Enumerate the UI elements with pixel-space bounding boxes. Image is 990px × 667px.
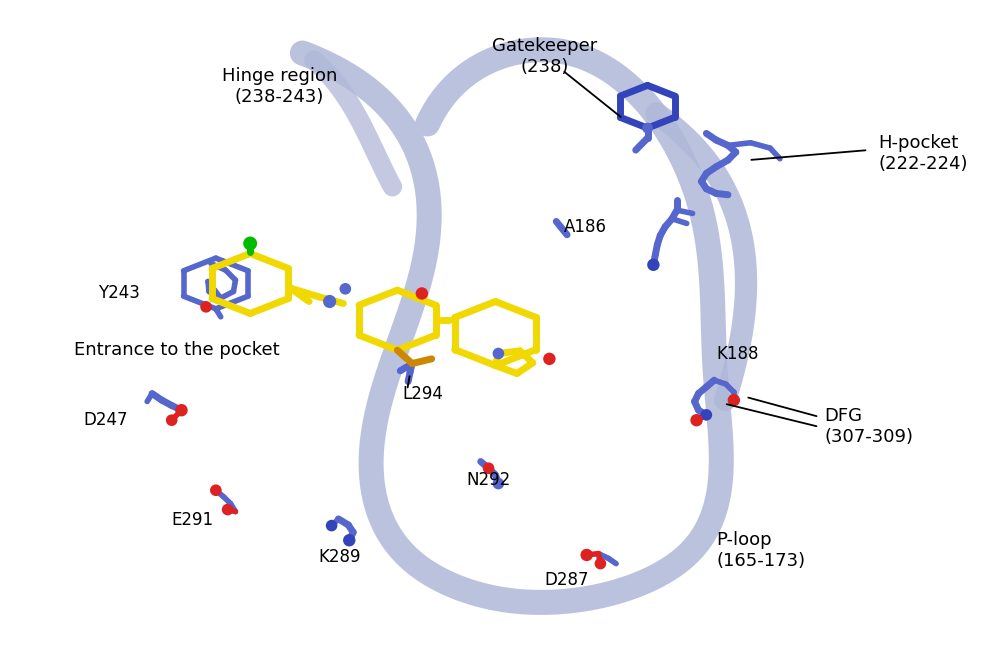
Text: DFG
(307-309): DFG (307-309) (824, 408, 913, 446)
Text: N292: N292 (466, 472, 510, 489)
Text: E291: E291 (171, 512, 214, 529)
Text: A186: A186 (564, 218, 607, 235)
Point (243, 238, 258, 249)
Point (173, 405, 189, 416)
Text: D247: D247 (83, 412, 128, 429)
Point (579, 550, 595, 560)
Text: K188: K188 (716, 345, 758, 362)
Point (338, 283, 353, 294)
Text: H-pocket
(222-224): H-pocket (222-224) (878, 134, 967, 173)
Point (342, 535, 357, 546)
Point (481, 463, 497, 474)
Point (698, 410, 714, 420)
Point (726, 395, 742, 406)
Text: L294: L294 (402, 385, 444, 402)
Point (322, 296, 338, 307)
Text: P-loop
(165-173): P-loop (165-173) (716, 531, 805, 570)
Text: Y243: Y243 (98, 285, 140, 302)
Point (414, 288, 430, 299)
Text: Entrance to the pocket: Entrance to the pocket (73, 342, 279, 359)
Point (490, 478, 506, 489)
Point (542, 354, 557, 364)
Point (490, 348, 506, 359)
Point (220, 504, 236, 515)
Point (645, 259, 661, 270)
Text: Hinge region
(238-243): Hinge region (238-243) (222, 67, 338, 106)
Point (689, 415, 705, 426)
Point (163, 415, 179, 426)
Text: K289: K289 (319, 548, 361, 566)
Point (592, 558, 608, 569)
Text: Gatekeeper
(238): Gatekeeper (238) (492, 37, 597, 76)
Point (208, 485, 224, 496)
Point (640, 123, 655, 133)
Point (324, 520, 340, 531)
Text: D287: D287 (544, 572, 589, 589)
Point (198, 301, 214, 312)
